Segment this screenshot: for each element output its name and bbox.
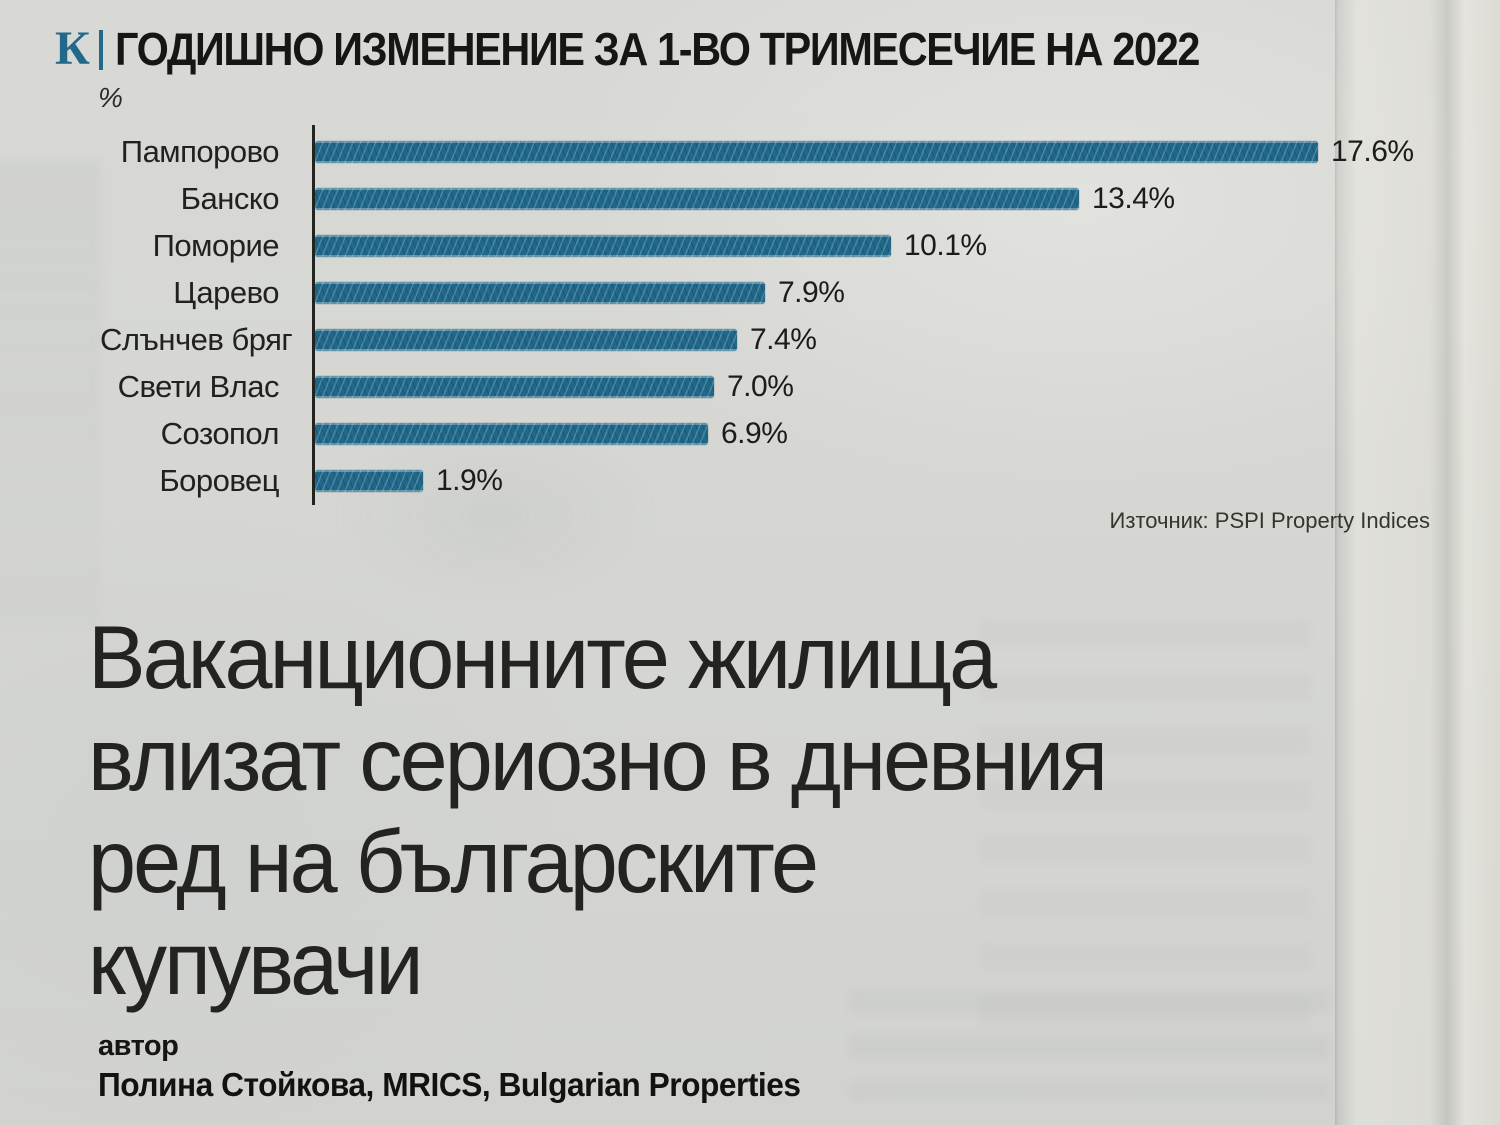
chart-header: К ГОДИШНО ИЗМЕНЕНИЕ ЗА 1-ВО ТРИМЕСЕЧИЕ Н… — [55, 22, 1319, 75]
bar-track: 7.0% — [296, 370, 1460, 404]
show-through-artifact — [0, 160, 100, 630]
page-fold-edge — [1335, 0, 1500, 1125]
header-divider — [98, 30, 103, 70]
bar-chart: Пампорово 17.6% Банско 13.4% Поморие 10.1% Цар… — [100, 125, 1460, 505]
category-label: Банско — [180, 180, 280, 216]
bar-track: 13.4% — [296, 182, 1460, 216]
bar-track: 1.9% — [296, 464, 1460, 498]
bar-value-label: 17.6% — [1331, 134, 1414, 168]
bar — [315, 140, 1318, 163]
capital-k-logo: К — [55, 22, 90, 75]
category-label: Поморие — [152, 227, 280, 263]
bar — [315, 187, 1079, 210]
category-label: Боровец — [159, 462, 279, 498]
bar — [315, 422, 708, 445]
bar-value-label: 7.9% — [778, 275, 845, 309]
category-label: Слънчев бряг — [100, 321, 293, 357]
bar — [315, 281, 765, 304]
chart-row: Слънчев бряг 7.4% — [100, 316, 1460, 363]
bar-track: 6.9% — [296, 417, 1460, 451]
bar-value-label: 7.4% — [750, 322, 817, 356]
bar — [315, 375, 714, 398]
chart-row: Созопол 6.9% — [100, 410, 1460, 457]
bar-track: 10.1% — [296, 229, 1460, 263]
category-label: Созопол — [160, 415, 280, 451]
chart-row: Боровец 1.9% — [100, 457, 1460, 504]
bar — [315, 234, 891, 257]
chart-title: ГОДИШНО ИЗМЕНЕНИЕ ЗА 1-ВО ТРИМЕСЕЧИЕ НА … — [114, 23, 1200, 75]
axis-unit-label: % — [98, 82, 123, 113]
chart-row: Царево 7.9% — [100, 269, 1460, 316]
bar — [315, 328, 737, 351]
bar — [315, 469, 423, 492]
author-label: автор — [98, 1030, 179, 1062]
bar-track: 7.4% — [296, 323, 1460, 357]
article-headline: Ваканционните жилища влизат сериозно в д… — [88, 606, 1281, 1014]
category-label: Свети Влас — [117, 368, 280, 404]
bar-value-label: 6.9% — [721, 416, 788, 450]
chart-row: Поморие 10.1% — [100, 222, 1460, 269]
bar-track: 17.6% — [296, 135, 1460, 169]
headline-line: влизат сериозно в дневния — [88, 709, 1108, 809]
headline-line: Ваканционните жилища — [88, 607, 997, 707]
author-name: Полина Стойкова, MRICS, Bulgarian Proper… — [98, 1066, 801, 1103]
chart-row: Свети Влас 7.0% — [100, 363, 1460, 410]
bar-value-label: 10.1% — [904, 228, 987, 262]
source-credit: Източник: PSPI Property Indices — [1109, 508, 1430, 533]
headline-line: купувачи — [88, 913, 424, 1013]
bar-track: 7.9% — [296, 276, 1460, 310]
category-label: Пампорово — [120, 133, 280, 169]
bar-value-label: 7.0% — [727, 369, 794, 403]
chart-row: Пампорово 17.6% — [100, 128, 1460, 175]
bar-value-label: 13.4% — [1092, 181, 1175, 215]
y-axis-line — [312, 125, 315, 505]
chart-rows: Пампорово 17.6% Банско 13.4% Поморие 10.1% Цар… — [100, 128, 1460, 504]
bar-value-label: 1.9% — [436, 463, 503, 497]
chart-row: Банско 13.4% — [100, 175, 1460, 222]
headline-line: ред на българските — [88, 811, 819, 911]
category-label: Царево — [173, 274, 279, 310]
